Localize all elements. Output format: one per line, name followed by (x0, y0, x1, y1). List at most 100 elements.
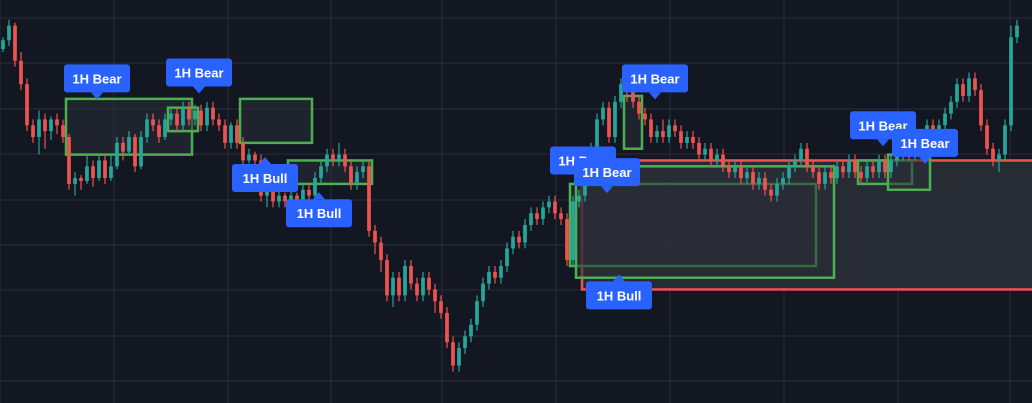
label-pointer (601, 186, 613, 194)
candle-body (493, 271, 497, 278)
candle-body (889, 160, 893, 173)
candle-body (1015, 25, 1019, 38)
candle-body (127, 137, 131, 152)
candle-body (799, 148, 803, 161)
label-pointer (313, 192, 325, 200)
candle-body (667, 125, 671, 137)
candle-body (643, 113, 647, 120)
candle-body (181, 107, 185, 126)
candle-body (751, 172, 755, 184)
label-background (232, 164, 298, 193)
candle-body (703, 148, 707, 155)
candle-body (709, 148, 713, 161)
candle-body (241, 142, 245, 161)
candle-body (193, 110, 197, 120)
candle-body (361, 166, 365, 173)
candle-body (145, 119, 149, 137)
candle-body (283, 195, 287, 202)
candle-body (745, 172, 749, 179)
candle-body (871, 166, 875, 173)
zone-label-bull: 1H Bull (586, 274, 652, 310)
candle-body (853, 160, 857, 173)
candle-body (547, 201, 551, 208)
candle-body (1, 40, 5, 50)
label-text: 1H Bear (72, 71, 121, 86)
label-pointer (919, 156, 931, 164)
candle-body (697, 142, 701, 155)
candle-body (481, 283, 485, 302)
candle-body (661, 131, 665, 137)
candle-body (121, 142, 125, 152)
candle-body (835, 166, 839, 179)
candle-body (463, 336, 467, 349)
zone-label-3: 1H Bull (232, 157, 298, 193)
candle-body (979, 90, 983, 126)
candlestick-series (1, 19, 1019, 372)
candle-body (859, 172, 863, 179)
label-background (574, 158, 640, 187)
candle-body (499, 266, 503, 278)
candle-body (157, 125, 161, 137)
candle-body (85, 166, 89, 181)
candle-body (265, 189, 269, 196)
candle-body (373, 230, 377, 243)
candle-body (163, 119, 167, 137)
candle-body (37, 119, 41, 137)
candle-body (451, 342, 455, 366)
label-background (166, 58, 232, 87)
candle-body (787, 166, 791, 179)
candle-body (49, 119, 53, 132)
candle-body (289, 195, 293, 202)
candle-body (541, 207, 545, 220)
candle-body (973, 78, 977, 91)
candle-body (823, 172, 827, 184)
candle-body (655, 131, 659, 137)
candle-body (721, 154, 725, 167)
candle-body (421, 277, 425, 296)
candle-body (103, 160, 107, 179)
candle-body (343, 154, 347, 167)
candle-body (475, 301, 479, 325)
candle-body (817, 172, 821, 184)
candle-body (223, 125, 227, 143)
candle-body (331, 154, 335, 161)
candle-body (685, 137, 689, 143)
candle-body (601, 107, 605, 120)
candle-body (805, 148, 809, 167)
candle-body (55, 119, 59, 126)
candle-body (457, 348, 461, 366)
candle-body (535, 213, 539, 220)
candle-body (865, 166, 869, 179)
candle-body (943, 113, 947, 126)
candle-body (649, 119, 653, 137)
label-background (586, 281, 652, 310)
zone-label-7: 1H Bear (574, 158, 640, 194)
candle-body (205, 107, 209, 126)
candle-body (433, 289, 437, 302)
candle-body (367, 166, 371, 231)
candle-body (427, 277, 431, 290)
label-pointer (193, 86, 205, 94)
candle-body (985, 125, 989, 149)
candle-body (877, 160, 881, 173)
zone-box-4 (286, 159, 374, 186)
candle-body (313, 178, 317, 196)
candle-body (61, 125, 65, 137)
candle-body (577, 195, 581, 202)
candle-body (559, 213, 563, 220)
zone-box-3 (238, 97, 314, 145)
candle-body (811, 166, 815, 173)
candle-body (385, 260, 389, 296)
candle-body (529, 213, 533, 225)
candle-body (1003, 125, 1007, 155)
candle-body (631, 90, 635, 102)
candle-body (409, 266, 413, 284)
candle-body (883, 160, 887, 173)
label-background (286, 199, 352, 228)
candle-body (487, 271, 491, 284)
candle-body (199, 110, 203, 126)
candle-body (955, 84, 959, 102)
candle-body (253, 154, 257, 161)
candle-body (397, 277, 401, 296)
